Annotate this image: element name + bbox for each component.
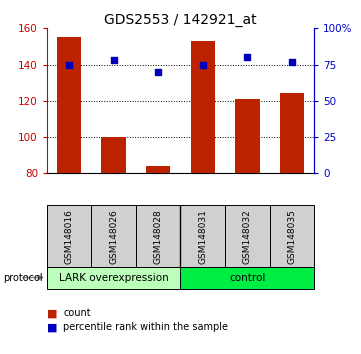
Bar: [101, 137, 126, 173]
Title: GDS2553 / 142921_at: GDS2553 / 142921_at: [104, 13, 257, 27]
Point: [111, 57, 117, 63]
Text: protocol: protocol: [4, 273, 43, 282]
Point: [244, 55, 250, 60]
Text: count: count: [63, 308, 91, 318]
Text: GSM148032: GSM148032: [243, 209, 252, 264]
Bar: [136, 205, 180, 267]
Bar: [180, 267, 314, 289]
Point: [289, 59, 295, 64]
Bar: [191, 41, 215, 173]
Bar: [47, 205, 91, 267]
Bar: [57, 38, 82, 173]
Bar: [146, 166, 170, 173]
Text: GSM148031: GSM148031: [198, 209, 207, 264]
Text: GSM148028: GSM148028: [154, 209, 163, 264]
Bar: [279, 93, 304, 173]
Text: ■: ■: [47, 322, 57, 332]
Text: GSM148026: GSM148026: [109, 209, 118, 264]
Bar: [235, 99, 260, 173]
Point: [155, 69, 161, 75]
Point: [66, 62, 72, 67]
Bar: [225, 205, 270, 267]
Bar: [180, 205, 225, 267]
Text: GSM148016: GSM148016: [65, 209, 74, 264]
Text: LARK overexpression: LARK overexpression: [59, 273, 169, 282]
Text: GSM148035: GSM148035: [287, 209, 296, 264]
Text: control: control: [229, 273, 265, 282]
Bar: [270, 205, 314, 267]
Point: [200, 62, 206, 67]
Text: ■: ■: [47, 308, 57, 318]
Bar: [91, 205, 136, 267]
Bar: [47, 267, 180, 289]
Text: percentile rank within the sample: percentile rank within the sample: [63, 322, 228, 332]
